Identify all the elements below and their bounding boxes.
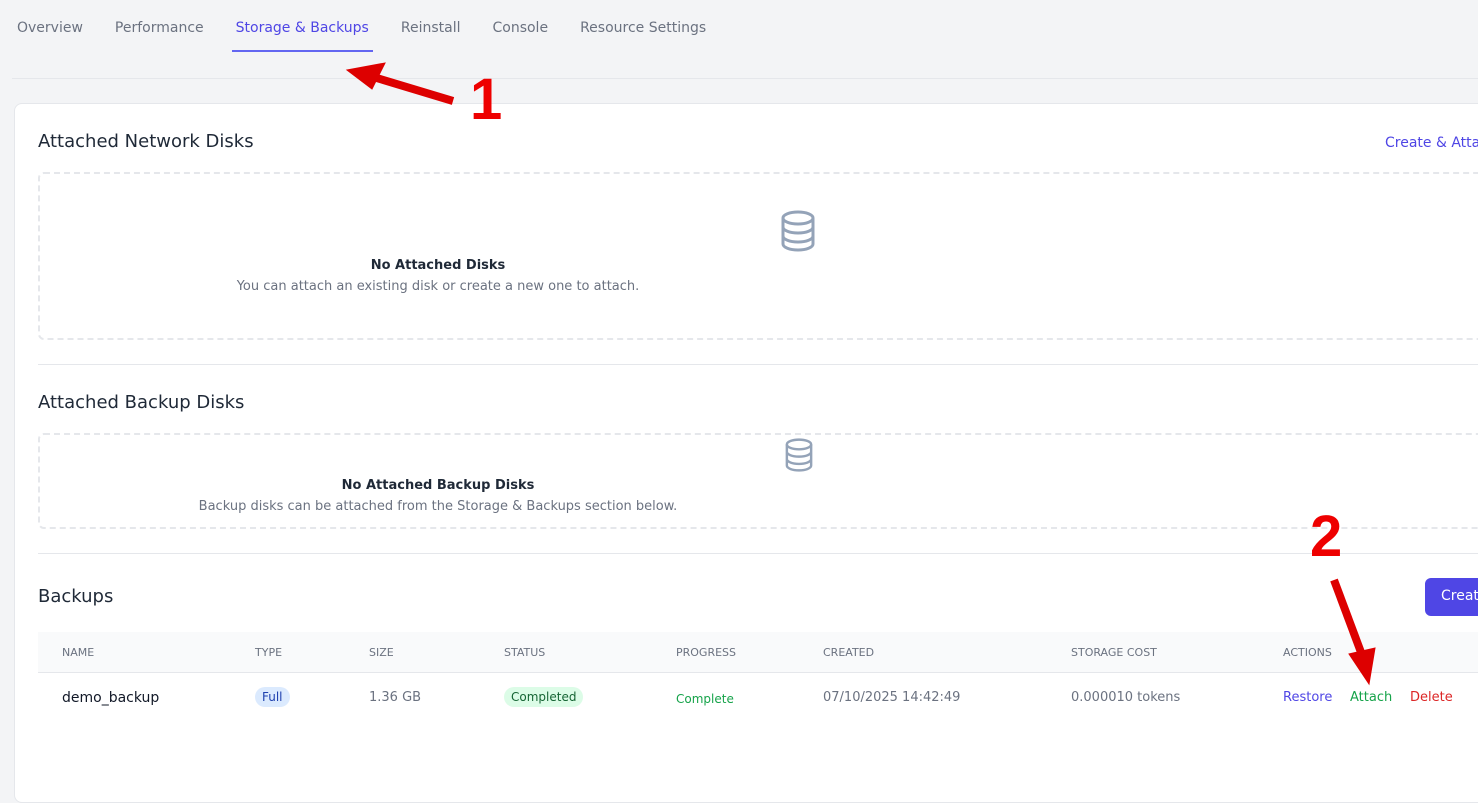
tab-reinstall[interactable]: Reinstall bbox=[400, 20, 461, 36]
backup-disks-empty: No Attached Backup Disks Backup disks ca… bbox=[38, 433, 1478, 529]
network-disks-title: Attached Network Disks bbox=[38, 131, 254, 152]
attach-link[interactable]: Attach bbox=[1350, 690, 1393, 705]
tab-storage-backups[interactable]: Storage & Backups bbox=[231, 20, 374, 52]
table-header: NAME TYPE SIZE STATUS PROGRESS CREATED S… bbox=[38, 632, 1478, 673]
col-created: CREATED bbox=[823, 646, 875, 659]
annotation-2: 2 bbox=[1310, 504, 1343, 569]
restore-link[interactable]: Restore bbox=[1283, 690, 1333, 705]
tab-overview[interactable]: Overview bbox=[17, 20, 83, 36]
empty-title: No Attached Disks bbox=[370, 258, 506, 273]
col-name: NAME bbox=[62, 646, 95, 659]
backup-name: demo_backup bbox=[62, 690, 160, 706]
storage-cost: 0.000010 tokens bbox=[1071, 690, 1181, 705]
empty-text: You can attach an existing disk or creat… bbox=[236, 279, 640, 294]
tab-performance[interactable]: Performance bbox=[114, 20, 204, 36]
create-attach-link[interactable]: Create & Attach bbox=[1385, 135, 1478, 151]
network-disks-empty: No Attached Disks You can attach an exis… bbox=[38, 172, 1478, 340]
tab-bar: Overview Performance Storage & Backups R… bbox=[17, 20, 738, 52]
backup-size: 1.36 GB bbox=[369, 690, 422, 705]
annotation-arrows bbox=[345, 62, 1376, 686]
storage-card bbox=[14, 103, 1478, 803]
col-size: SIZE bbox=[369, 646, 394, 659]
tab-console[interactable]: Console bbox=[492, 20, 549, 36]
divider bbox=[38, 364, 1478, 365]
col-type: TYPE bbox=[255, 646, 283, 659]
col-actions: ACTIONS bbox=[1283, 646, 1332, 659]
col-progress: PROGRESS bbox=[676, 646, 737, 659]
empty-title: No Attached Backup Disks bbox=[341, 478, 535, 493]
divider bbox=[38, 553, 1478, 554]
type-badge: Full bbox=[255, 687, 290, 707]
tab-resource-settings[interactable]: Resource Settings bbox=[580, 20, 707, 36]
backups-title: Backups bbox=[38, 586, 114, 607]
arrow-2-head bbox=[1348, 647, 1376, 686]
created-date: 07/10/2025 14:42:49 bbox=[823, 690, 961, 705]
col-storage-cost: STORAGE COST bbox=[1071, 646, 1157, 659]
database-icon bbox=[785, 438, 813, 472]
database-icon bbox=[781, 210, 815, 252]
arrow-2-shaft bbox=[1330, 578, 1366, 657]
arrow-1-shaft bbox=[368, 72, 455, 105]
progress-text: Complete bbox=[676, 692, 734, 706]
create-backup-button[interactable]: Create Backup bbox=[1425, 578, 1478, 616]
backup-disks-title: Attached Backup Disks bbox=[38, 392, 245, 413]
empty-text: Backup disks can be attached from the St… bbox=[198, 499, 678, 514]
col-status: STATUS bbox=[504, 646, 546, 659]
delete-link[interactable]: Delete bbox=[1410, 690, 1453, 705]
divider bbox=[12, 78, 1478, 79]
arrow-1-head bbox=[345, 62, 386, 90]
annotation-1: 1 bbox=[470, 67, 503, 132]
status-badge: Completed bbox=[504, 687, 584, 707]
